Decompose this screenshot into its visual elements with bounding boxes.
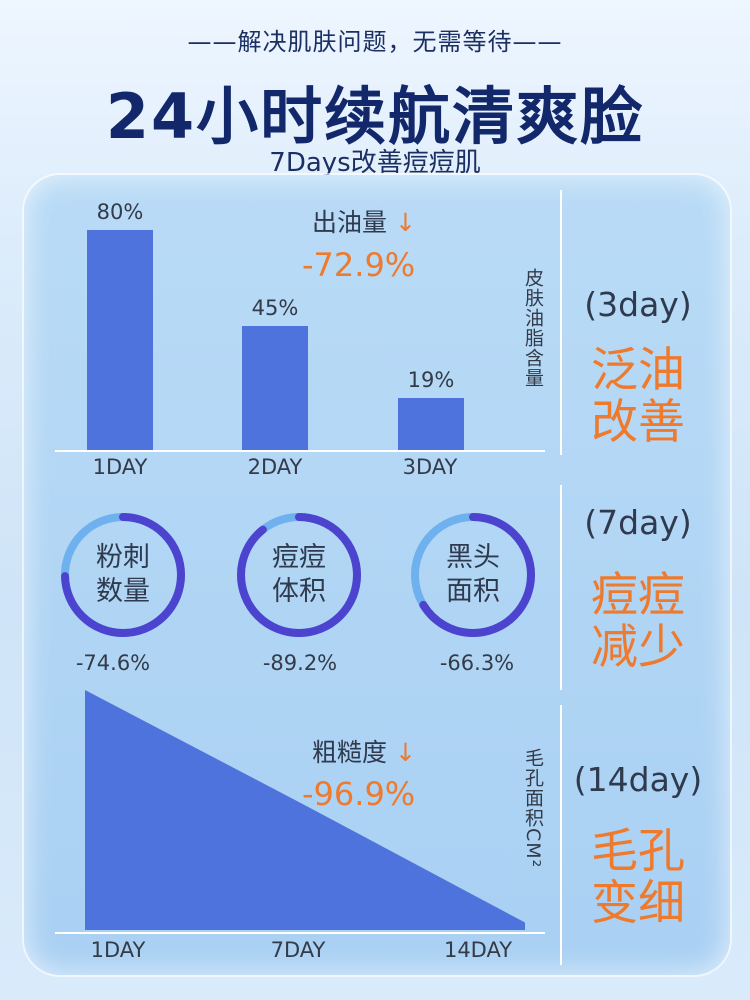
x-tick-2day: 2DAY: [247, 455, 303, 479]
subtitle: 7Days改善痘痘肌: [269, 148, 481, 178]
vertical-divider-top: [560, 190, 562, 455]
area-x-tick-7day: 7DAY: [270, 938, 326, 962]
area-x-tick-1day: 1DAY: [90, 938, 146, 962]
page-title: 24小时续航清爽脸: [105, 80, 645, 153]
ring-2-svg: [237, 513, 361, 637]
ring-3: 黑头面积: [408, 510, 538, 640]
vertical-divider-bottom: [560, 705, 562, 965]
ring-2-label: 痘痘体积: [272, 542, 326, 607]
oil-bar-label-1: 80%: [96, 200, 144, 224]
baseline-top: [55, 450, 545, 452]
ring-2: 痘痘体积: [234, 510, 364, 640]
side-text-2: 痘痘减少: [591, 568, 685, 675]
ring-2-progress: [237, 513, 361, 637]
x-tick-3day: 3DAY: [402, 455, 458, 479]
vertical-divider-mid: [560, 485, 562, 690]
x-tick-1day: 1DAY: [92, 455, 148, 479]
oil-bar-2: [242, 326, 308, 450]
oil-annotation-value: -72.9%: [302, 246, 416, 284]
ring-1-progress: [61, 513, 185, 637]
ring-3-progress: [411, 513, 535, 637]
ring-3-value: -66.3%: [439, 651, 515, 675]
ring-1-label: 粉刺数量: [96, 542, 150, 607]
side-day-3: (14day): [573, 760, 703, 799]
pore-ylabel: 毛孔面积CM²: [522, 748, 544, 869]
oil-bar-label-3: 19%: [407, 367, 455, 392]
ring-1-value: -74.6%: [75, 651, 151, 675]
rough-annotation-label: 粗糙度 ↓: [312, 733, 416, 769]
side-text-3: 毛孔变细: [591, 824, 685, 931]
oil-bar-3: [398, 397, 464, 450]
tagline: ——解决肌肤问题，无需等待——: [187, 28, 563, 56]
side-day-2: (7day): [584, 503, 692, 542]
ring-3-svg: [411, 513, 535, 637]
oil-bar-label-2: 45%: [251, 296, 299, 321]
area-x-tick-14day: 14DAY: [443, 938, 513, 962]
rough-annotation-value: -96.9%: [302, 775, 416, 813]
side-text-1: 泛油改善: [591, 343, 685, 450]
down-arrow-icon: ↓: [394, 738, 416, 767]
oil-ylabel: 皮肤油脂含量: [522, 268, 544, 388]
oil-annotation-label: 出油量 ↓: [312, 203, 416, 239]
ring-1: 粉刺数量: [58, 510, 188, 640]
ring-2-value: -89.2%: [262, 651, 338, 675]
side-day-1: (3day): [584, 285, 692, 324]
rough-annotation-text: 粗糙度: [312, 738, 388, 767]
oil-bar-1: [87, 230, 153, 450]
baseline-bottom: [55, 932, 545, 934]
down-arrow-icon: ↓: [394, 208, 416, 237]
ring-3-label: 黑头面积: [446, 542, 500, 607]
ring-1-svg: [61, 513, 185, 637]
oil-annotation-text: 出油量: [312, 208, 388, 237]
